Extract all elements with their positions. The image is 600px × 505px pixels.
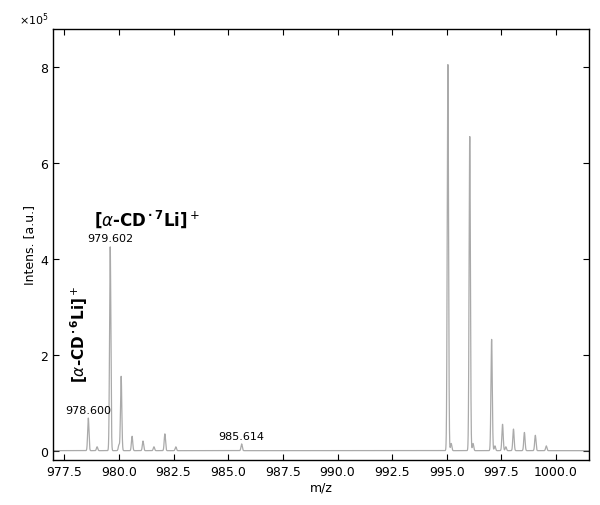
Text: [$\alpha$-CD$^{\bf \cdot 6}$Li]$^+$: [$\alpha$-CD$^{\bf \cdot 6}$Li]$^+$	[68, 285, 90, 382]
X-axis label: m/z: m/z	[310, 481, 332, 494]
Text: 985.614: 985.614	[218, 431, 265, 441]
Text: 978.600: 978.600	[65, 405, 112, 415]
Text: 979.602: 979.602	[87, 233, 133, 243]
Text: $\times$10$^5$: $\times$10$^5$	[19, 11, 49, 27]
Text: [$\alpha$-CD$^{\bf \cdot 7}$Li]$^+$: [$\alpha$-CD$^{\bf \cdot 7}$Li]$^+$	[94, 208, 200, 230]
Y-axis label: Intens. [a.u.]: Intens. [a.u.]	[23, 205, 37, 285]
